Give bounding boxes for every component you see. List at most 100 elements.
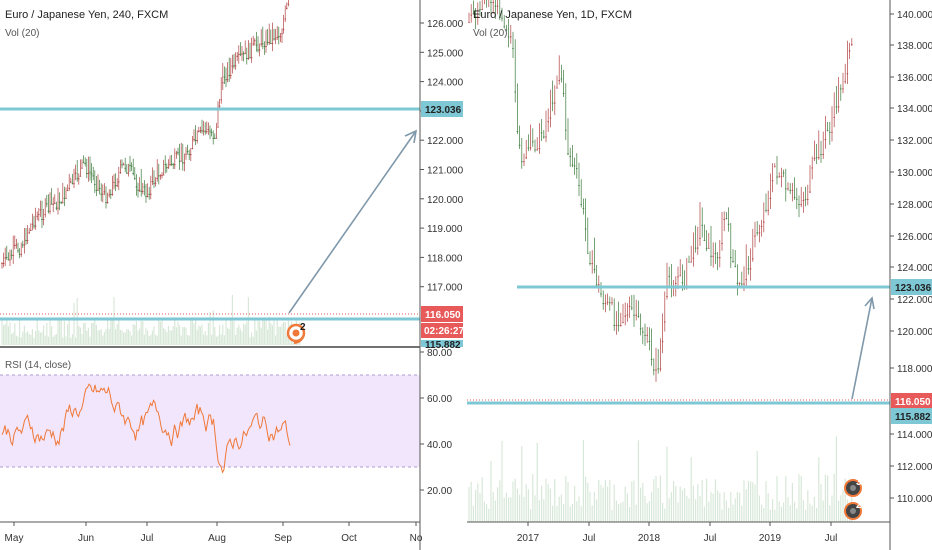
right-volume-bar — [811, 505, 813, 522]
left-candle-body — [156, 178, 158, 179]
left-candle-body — [38, 214, 40, 215]
left-candle-body — [1, 263, 3, 265]
right-candle-body — [851, 44, 853, 46]
right-candle-body — [494, 5, 497, 7]
left-candle-body — [177, 152, 179, 154]
right-volume-bar — [747, 480, 749, 522]
left-volume-bar — [23, 325, 25, 345]
left-volume-bar — [95, 324, 97, 345]
left-volume-bar — [174, 317, 176, 345]
right-candle-body — [631, 307, 633, 309]
right-candle-body — [622, 322, 624, 324]
left-candle-body — [10, 254, 13, 256]
right-volume-bar — [750, 481, 752, 522]
left-volume-bar — [238, 324, 240, 345]
right-price-axis[interactable]: 140.000 138.000 136.000 134.000 132.000 130.0… — [890, 10, 932, 505]
right-candle-body — [727, 223, 730, 225]
left-time-tick: May — [5, 533, 24, 544]
right-candle-body — [521, 161, 523, 163]
right-time-axis[interactable]: 2017 Jul 2018 Jul 2019 Jul — [517, 522, 838, 544]
right-last-price-badge: 116.050 — [891, 393, 932, 409]
right-projection-arrow[interactable] — [851, 296, 875, 400]
left-candle-body — [12, 254, 14, 256]
right-volume-bar — [576, 501, 578, 522]
right-volume-bar — [816, 507, 818, 522]
left-time-axis[interactable]: May Jun Jul Aug Sep Oct No — [5, 522, 423, 544]
right-candle-body — [584, 228, 587, 230]
left-volume-bar — [156, 335, 158, 345]
right-candle-body — [714, 253, 717, 255]
left-volume-bar — [97, 330, 99, 345]
left-candle-body — [106, 202, 109, 203]
right-candle-body — [778, 176, 780, 178]
left-candle-body — [180, 160, 182, 162]
left-volume-bar — [76, 297, 78, 345]
right-candle-body — [701, 224, 703, 226]
left-rsi-pane[interactable]: RSI (14, close) — [0, 360, 420, 474]
left-candle-body — [281, 33, 283, 35]
right-volume-bar — [637, 440, 639, 522]
right-volume-bar — [472, 505, 474, 522]
right-candle-body — [474, 16, 477, 18]
right-event-marker-b[interactable]: 2 — [844, 500, 862, 520]
left-candle-body — [254, 40, 256, 42]
left-volume-bar — [39, 332, 41, 345]
svg-text:116.050: 116.050 — [895, 397, 931, 408]
right-candle-body — [675, 283, 677, 284]
right-volume-bar — [646, 503, 648, 522]
left-candle-body — [39, 209, 42, 211]
right-volume-bar — [754, 484, 756, 522]
left-volume-bar — [233, 320, 235, 345]
right-volume-bar — [600, 485, 602, 522]
right-volume-bar — [701, 480, 703, 522]
left-volume-bar — [67, 324, 69, 345]
left-volume-bar — [249, 337, 251, 345]
left-candle-body — [54, 202, 56, 204]
left-volume-bar — [145, 327, 147, 345]
right-volume-bar — [785, 475, 787, 522]
left-candle-body — [164, 163, 166, 165]
left-volume-bar — [121, 330, 123, 345]
right-time-tick: Jul — [583, 533, 596, 544]
left-volume-bar — [102, 335, 104, 345]
right-volume-bar — [710, 492, 712, 522]
left-candle-body — [46, 203, 48, 205]
right-candle-body — [646, 334, 648, 336]
right-volume-bar — [510, 497, 512, 522]
left-candle-body — [175, 152, 178, 154]
left-price-pane[interactable]: 2 Euro / Japanese Yen, 240, FXCM Vol (20… — [0, 0, 420, 345]
right-volume-bar — [609, 479, 611, 522]
left-rsi-axis[interactable]: 80.00 60.00 40.00 20.00 — [420, 348, 452, 497]
left-candle-body — [167, 167, 170, 169]
right-volume-bar — [538, 500, 540, 522]
left-price-tick: 117.000 — [427, 283, 463, 294]
left-projection-arrow[interactable] — [288, 129, 418, 314]
left-candle-body — [263, 46, 266, 47]
right-volume-bar — [723, 492, 725, 522]
right-candle-body — [580, 204, 582, 205]
right-price-pane[interactable]: 3 2 Euro / Japanese Yen, 1D, FXCM Vol (2… — [467, 0, 890, 522]
left-candle-body — [134, 177, 136, 179]
right-candle-body — [833, 116, 835, 118]
left-candle-body — [218, 105, 221, 107]
right-candle-body — [820, 153, 822, 155]
left-event-marker[interactable]: 2 — [286, 322, 306, 344]
rsi-tick: 20.00 — [427, 486, 452, 497]
right-volume-bar — [767, 493, 769, 522]
right-candle-body — [668, 275, 670, 277]
left-candle-body — [20, 253, 22, 255]
left-candle-body — [113, 182, 115, 183]
left-candle-body — [114, 185, 117, 187]
right-candle-body — [745, 279, 747, 281]
left-price-axis[interactable]: 126.000125.000124.000123.000122.000121.0… — [420, 19, 464, 294]
left-volume-bar — [116, 324, 118, 345]
right-candle-body — [796, 198, 798, 200]
right-volume-bar — [805, 509, 807, 522]
left-volume-bar — [257, 317, 259, 345]
svg-text:115.882: 115.882 — [895, 412, 931, 423]
right-candle-body — [536, 149, 538, 151]
left-volume-bar — [161, 317, 163, 345]
right-candle-body — [639, 328, 642, 330]
right-volume-bar — [635, 504, 637, 522]
right-event-marker-a[interactable]: 3 — [844, 477, 862, 497]
